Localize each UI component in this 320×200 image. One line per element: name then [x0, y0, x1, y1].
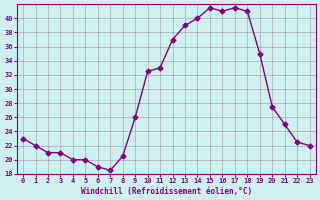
X-axis label: Windchill (Refroidissement éolien,°C): Windchill (Refroidissement éolien,°C) [81, 187, 252, 196]
